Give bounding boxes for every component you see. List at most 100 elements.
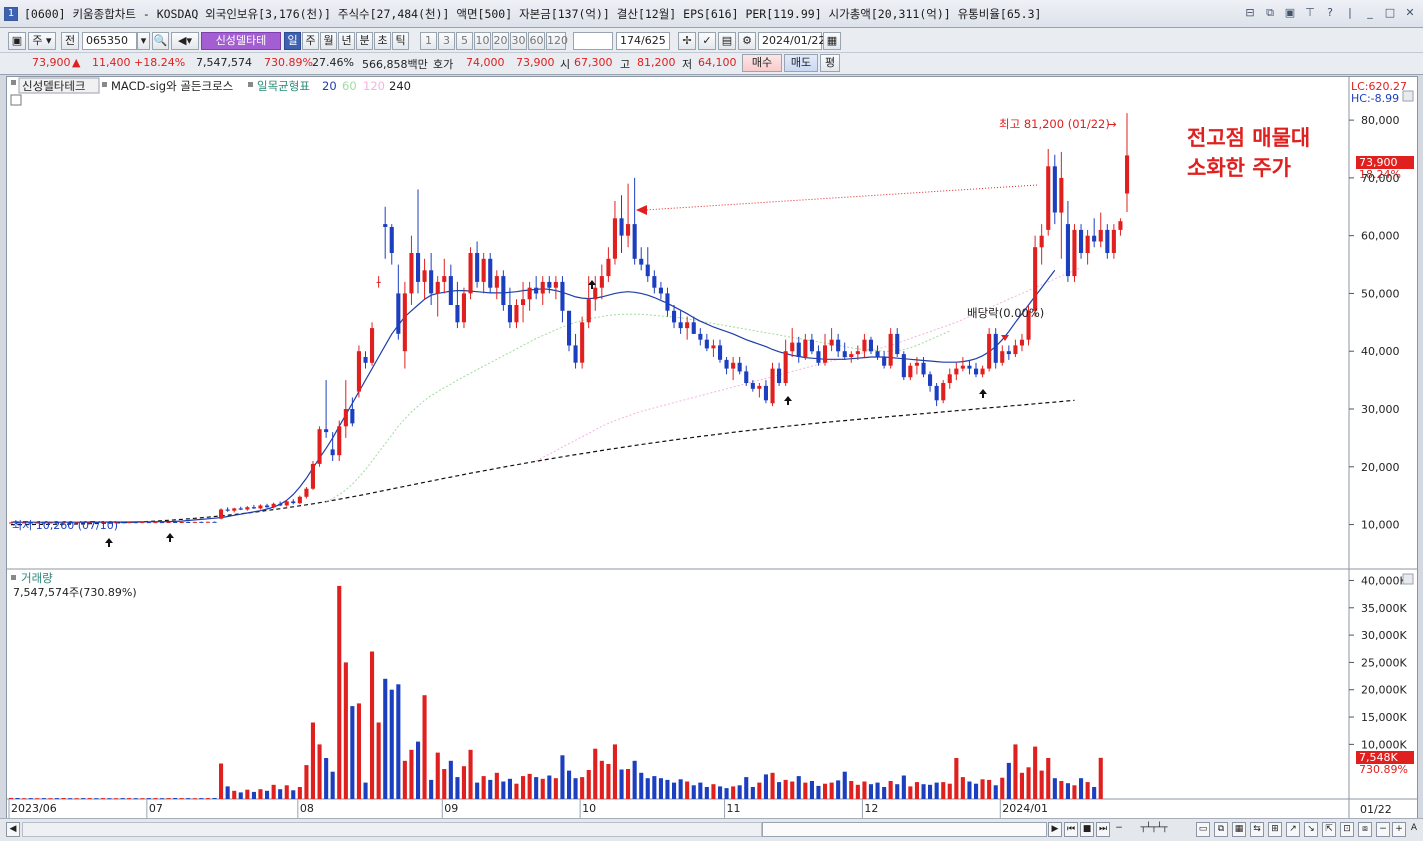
period-button-0[interactable]: 일 bbox=[284, 32, 301, 50]
tool-icon-10[interactable]: ⧈ bbox=[1358, 822, 1372, 837]
scroll-right-icon[interactable]: ▶ bbox=[1048, 822, 1062, 837]
flat-button[interactable]: 평 bbox=[820, 54, 840, 72]
tool-icon-4[interactable]: ⇆ bbox=[1250, 822, 1264, 837]
minute-button-20[interactable]: 20 bbox=[492, 32, 509, 50]
candle-body bbox=[435, 281, 440, 294]
minute-button-10[interactable]: 10 bbox=[474, 32, 491, 50]
minute-button-5[interactable]: 5 bbox=[456, 32, 473, 50]
period-button-1[interactable]: 주 bbox=[302, 32, 319, 50]
period-button-3[interactable]: 년 bbox=[338, 32, 355, 50]
grid-toggle-icon[interactable] bbox=[10, 94, 22, 106]
calendar-icon[interactable]: ▦ bbox=[823, 32, 841, 50]
prev-button[interactable]: 전 bbox=[61, 32, 79, 50]
volume-bar bbox=[232, 790, 237, 799]
minute-button-120[interactable]: 120 bbox=[546, 32, 568, 50]
tool-icon-7[interactable]: ↘ bbox=[1304, 822, 1318, 837]
candle-body bbox=[100, 522, 105, 524]
legend-ichimoku[interactable]: 일목균형표 bbox=[257, 79, 310, 93]
candle-body bbox=[882, 357, 887, 366]
legend-ma20: 20 bbox=[322, 79, 337, 93]
minute-button-30[interactable]: 30 bbox=[510, 32, 527, 50]
stock-code-input[interactable]: 065350 bbox=[82, 32, 137, 50]
save-icon[interactable]: ▤ bbox=[718, 32, 736, 50]
axis-collapse-icon[interactable] bbox=[1402, 90, 1414, 102]
period-button-5[interactable]: 초 bbox=[374, 32, 391, 50]
pin-icon[interactable]: ⊤ bbox=[1305, 6, 1315, 19]
minute-button-1[interactable]: 1 bbox=[420, 32, 437, 50]
layout-icon[interactable]: ▣ bbox=[1284, 6, 1296, 19]
minus-icon[interactable]: − bbox=[1376, 822, 1390, 837]
legend-indicator[interactable]: MACD-sig와 골든크로스 bbox=[111, 79, 233, 93]
tool-icon-1[interactable]: ▭ bbox=[1196, 822, 1210, 837]
link-icon[interactable]: ⊟ bbox=[1245, 6, 1255, 19]
scroll-left-icon[interactable]: ◀ bbox=[6, 822, 20, 837]
first-page-icon[interactable]: ⏮ bbox=[1064, 822, 1078, 837]
sell-button[interactable]: 매도 bbox=[784, 54, 818, 72]
volume-bar bbox=[383, 678, 388, 799]
scroll-track[interactable] bbox=[22, 822, 762, 837]
tool-icon-8[interactable]: ⇱ bbox=[1322, 822, 1336, 837]
legend-stock-box[interactable] bbox=[18, 77, 100, 94]
close-icon[interactable]: ✕ bbox=[1405, 6, 1415, 19]
stop-icon[interactable]: ■ bbox=[1080, 822, 1094, 837]
volume-bar bbox=[330, 771, 335, 799]
volume-title[interactable]: 거래량 bbox=[21, 571, 53, 585]
stock-type-select[interactable]: 주 ▾ bbox=[28, 32, 56, 50]
legend-ma240: 240 bbox=[389, 79, 411, 93]
candle-body bbox=[389, 227, 394, 253]
trend-icon[interactable]: ✓ bbox=[698, 32, 716, 50]
tool-icon-5[interactable]: ⊞ bbox=[1268, 822, 1282, 837]
volume-bar bbox=[849, 781, 854, 799]
volume-bar bbox=[553, 778, 558, 799]
period-button-2[interactable]: 월 bbox=[320, 32, 337, 50]
settings-gear-icon[interactable]: ⚙ bbox=[738, 32, 756, 50]
font-icon[interactable]: A bbox=[1410, 823, 1418, 833]
tool-icon-2[interactable]: ⧉ bbox=[1214, 822, 1228, 837]
period-button-6[interactable]: 틱 bbox=[392, 32, 409, 50]
zoom-out-icon[interactable]: − bbox=[1115, 823, 1123, 833]
volume-bar bbox=[763, 774, 768, 799]
candle-body bbox=[166, 522, 171, 523]
plus-icon[interactable]: + bbox=[1392, 822, 1406, 837]
tool-icon-3[interactable]: ▦ bbox=[1232, 822, 1246, 837]
minute-button-3[interactable]: 3 bbox=[438, 32, 455, 50]
scroll-thumb[interactable] bbox=[762, 822, 1047, 837]
volume-bar bbox=[928, 784, 933, 799]
minute-button-60[interactable]: 60 bbox=[528, 32, 545, 50]
code-dropdown-icon[interactable]: ▾ bbox=[137, 32, 150, 50]
volume-bar bbox=[967, 781, 972, 799]
count-field[interactable]: 174/625 bbox=[616, 32, 670, 50]
up-arrow-icon-stem bbox=[591, 285, 593, 289]
candle-body bbox=[862, 339, 867, 352]
buy-button[interactable]: 매수 bbox=[742, 54, 782, 72]
zoom-slider[interactable]: ┬┴┬┴┬ bbox=[1140, 823, 1168, 833]
last-page-icon[interactable]: ⏭ bbox=[1096, 822, 1110, 837]
period-button-4[interactable]: 분 bbox=[356, 32, 373, 50]
copy-icon[interactable]: ⧉ bbox=[1266, 6, 1274, 19]
date-input[interactable]: 2024/01/22 bbox=[758, 32, 825, 50]
volume-bar bbox=[658, 778, 663, 799]
window-menu-icon[interactable]: ▣ bbox=[8, 32, 26, 50]
minute-custom-input[interactable] bbox=[573, 32, 613, 50]
stock-name-box[interactable]: 신성델타테 bbox=[201, 32, 281, 50]
candle-body bbox=[678, 322, 683, 329]
chart-svg[interactable]: 80,000 70,000 60,000 50,000 40,000 30,000 20,0… bbox=[7, 77, 1417, 819]
chart-area[interactable]: 80,000 70,000 60,000 50,000 40,000 30,000 20,0… bbox=[6, 76, 1418, 820]
candle-body bbox=[521, 299, 526, 305]
indicator-icon[interactable]: ✢ bbox=[678, 32, 696, 50]
maximize-icon[interactable]: □ bbox=[1384, 6, 1396, 19]
minimize-icon[interactable]: _ bbox=[1367, 6, 1373, 19]
tool-icon-9[interactable]: ⊡ bbox=[1340, 822, 1354, 837]
volume-bar bbox=[212, 798, 217, 799]
sound-icon[interactable]: ◀▾ bbox=[171, 32, 199, 50]
axis-collapse-icon[interactable] bbox=[1402, 573, 1414, 585]
help-icon[interactable]: ? bbox=[1327, 6, 1333, 19]
candle-body bbox=[1046, 166, 1051, 230]
tool-icon-6[interactable]: ↗ bbox=[1286, 822, 1300, 837]
low-annotation: 최저 10,260 (07/10) bbox=[12, 519, 118, 532]
search-icon[interactable]: 🔍 bbox=[152, 32, 169, 50]
candle-body bbox=[855, 351, 860, 355]
volume-bar bbox=[324, 758, 329, 799]
volume-bar bbox=[796, 776, 801, 799]
time-tick-label: 08 bbox=[300, 802, 314, 815]
